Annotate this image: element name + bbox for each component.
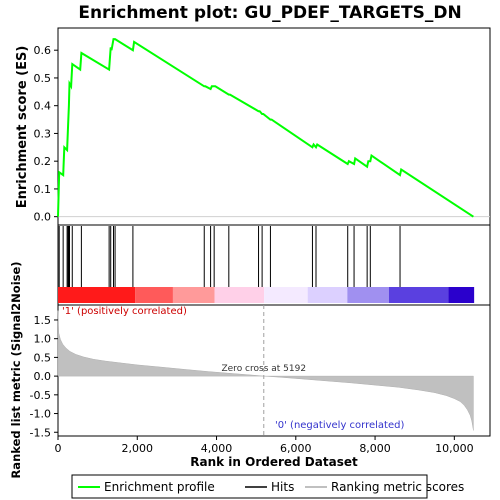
es-ytick-label: 0.1 xyxy=(34,183,52,196)
hits-marks xyxy=(58,226,401,287)
chart-title: Enrichment plot: GU_PDEF_TARGETS_DN xyxy=(78,3,461,23)
x-tick-label: 8,000 xyxy=(359,442,391,455)
es-ytick-label: 0.4 xyxy=(34,100,52,113)
x-tick-label: 0 xyxy=(55,442,62,455)
es-ytick-label: 0.5 xyxy=(34,72,52,85)
legend-item-enrichment: Enrichment profile xyxy=(104,480,215,494)
es-ylabel: Enrichment score (ES) xyxy=(15,46,30,209)
metric-y-axis: 1.5 1.0 0.5 0.0 -0.5 -1.0 -1.5 xyxy=(30,314,58,439)
negative-label: '0' (negatively correlated) xyxy=(275,420,404,431)
x-axis: 0 2,000 4,000 6,000 8,000 10,000 xyxy=(55,436,474,455)
positive-label: '1' (positively correlated) xyxy=(62,306,187,317)
legend-item-hits: Hits xyxy=(271,480,294,494)
metric-ylabel: Ranked list metric (Signal2Noise) xyxy=(9,261,23,478)
x-tick-label: 4,000 xyxy=(201,442,233,455)
metric-ytick-label: -1.0 xyxy=(30,408,51,421)
x-tick-label: 10,000 xyxy=(435,442,474,455)
es-ytick-label: 0.3 xyxy=(34,127,52,140)
color-bar-segment xyxy=(347,287,389,303)
color-bar-segment xyxy=(214,287,265,303)
metric-ytick-label: 0.5 xyxy=(34,351,52,364)
x-axis-label: Rank in Ordered Dataset xyxy=(190,455,358,469)
enrichment-profile-line xyxy=(57,38,474,218)
es-panel: 0.0 0.1 0.2 0.3 0.4 0.5 0.6 Enrichment score (… xyxy=(15,27,491,226)
metric-panel: Zero cross at 5192 '1' (positively corre… xyxy=(9,261,491,479)
color-bar-segment xyxy=(172,287,215,303)
x-tick-label: 6,000 xyxy=(280,442,312,455)
x-tick-label: 2,000 xyxy=(122,442,154,455)
zero-cross-label: Zero cross at 5192 xyxy=(221,364,306,374)
rank-color-bar xyxy=(58,287,475,303)
es-y-axis: 0.0 0.1 0.2 0.3 0.4 0.5 0.6 xyxy=(34,44,58,224)
es-ytick-label: 0.6 xyxy=(34,44,52,57)
hits-panel xyxy=(57,224,491,306)
legend: Enrichment profile Hits Ranking metric s… xyxy=(71,474,464,499)
color-bar-segment xyxy=(135,287,173,303)
metric-ytick-label: -0.5 xyxy=(30,389,51,402)
color-bar-segment xyxy=(58,287,136,303)
metric-ytick-label: 1.0 xyxy=(34,333,52,346)
es-ytick-label: 0.2 xyxy=(34,155,52,168)
metric-ytick-label: -1.5 xyxy=(30,426,51,439)
color-bar-segment xyxy=(264,287,308,303)
metric-ytick-label: 1.5 xyxy=(34,314,52,327)
legend-item-metric: Ranking metric scores xyxy=(331,480,464,494)
es-ytick-label: 0.0 xyxy=(34,211,52,224)
metric-ytick-label: 0.0 xyxy=(34,370,52,383)
color-bar-segment xyxy=(307,287,348,303)
es-panel-frame xyxy=(57,27,491,226)
color-bar-segment xyxy=(448,287,475,303)
color-bar-segment xyxy=(388,287,449,303)
